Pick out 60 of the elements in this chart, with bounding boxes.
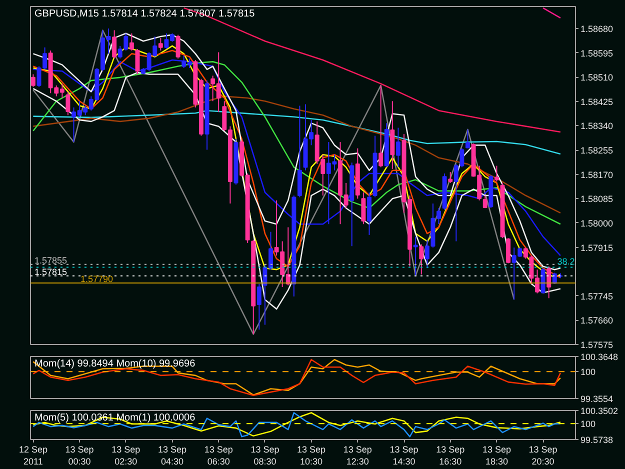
y-tick-label: 1.58425: [580, 96, 614, 107]
y-tick-label: 1.57745: [580, 291, 614, 302]
y-tick-label: 1.58170: [580, 170, 614, 180]
candlestick: [66, 91, 70, 116]
line-series: [32, 61, 562, 225]
x-tick-label: 13 Sep 00:30: [65, 444, 94, 466]
candlestick: [448, 172, 453, 184]
candlestick: [256, 283, 262, 330]
line-series: [32, 110, 562, 155]
y-tick-label: 1.58000: [580, 218, 614, 228]
x-tick-label: 13 Sep 16:30: [436, 444, 465, 466]
x-tick-label: 13 Sep 06:30: [204, 444, 233, 466]
line-series: [32, 30, 515, 335]
x-tick-label: 13 Sep 04:30: [158, 444, 187, 466]
x-tick-label: 13 Sep 10:30: [297, 444, 326, 466]
candlestick: [30, 74, 36, 88]
y-tick-label: 1.58340: [580, 121, 614, 132]
candlestick: [482, 195, 488, 209]
y-tick-label: 100.3502: [580, 406, 618, 416]
candlestick: [367, 192, 372, 236]
x-tick-label: 13 Sep 02:30: [112, 444, 140, 466]
line-series: [32, 96, 562, 214]
y-tick-label: 1.57575: [580, 340, 614, 350]
x-tick-label: 13 Sep 20:30: [528, 444, 558, 466]
y-tick-label: 99.3554: [580, 394, 614, 404]
y-tick-label: 100.3648: [580, 352, 618, 362]
candlestick: [540, 268, 546, 294]
y-tick-label: 1.58085: [580, 194, 614, 204]
y-tick-label: 1.58680: [580, 24, 614, 34]
x-tick-label: 13 Sep 14:30: [390, 444, 418, 466]
x-tick-label: 13 Sep 12:30: [343, 444, 372, 466]
y-tick-label: 100: [580, 419, 596, 430]
y-tick-label: 99.5738: [580, 435, 614, 445]
x-tick-label: 13 Sep 18:30: [482, 444, 511, 466]
x-tick-label: 13 Sep 08:30: [250, 444, 280, 466]
y-tick-label: 1.57660: [580, 316, 614, 326]
y-tick-label: 1.58255: [580, 146, 614, 156]
candlestick: [396, 127, 400, 168]
candlestick: [176, 34, 180, 60]
y-tick-label: 1.58595: [580, 48, 614, 58]
ref-line-label: 1.57790: [80, 274, 114, 284]
candlestick: [129, 32, 134, 52]
candlestick: [135, 48, 140, 75]
candlestick: [494, 165, 499, 182]
ref-line-label: 1.57855: [34, 255, 68, 266]
candlestick: [419, 244, 424, 275]
y-tick-label: 1.57915: [580, 242, 614, 253]
candlestick: [361, 192, 366, 225]
candlestick: [378, 84, 384, 168]
candlestick: [506, 238, 511, 264]
y-tick-label: 1.58510: [580, 72, 614, 83]
ref-line-label: 1.57815: [34, 266, 68, 277]
annotation: 38.2: [557, 256, 575, 266]
candlestick: [112, 30, 117, 60]
x-tick-label: 12 Sep 2011: [18, 444, 48, 466]
candlestick: [466, 128, 470, 149]
candlestick: [158, 37, 163, 52]
candlestick: [546, 266, 552, 299]
candlestick: [413, 236, 418, 276]
y-tick-label: 100: [580, 367, 596, 378]
